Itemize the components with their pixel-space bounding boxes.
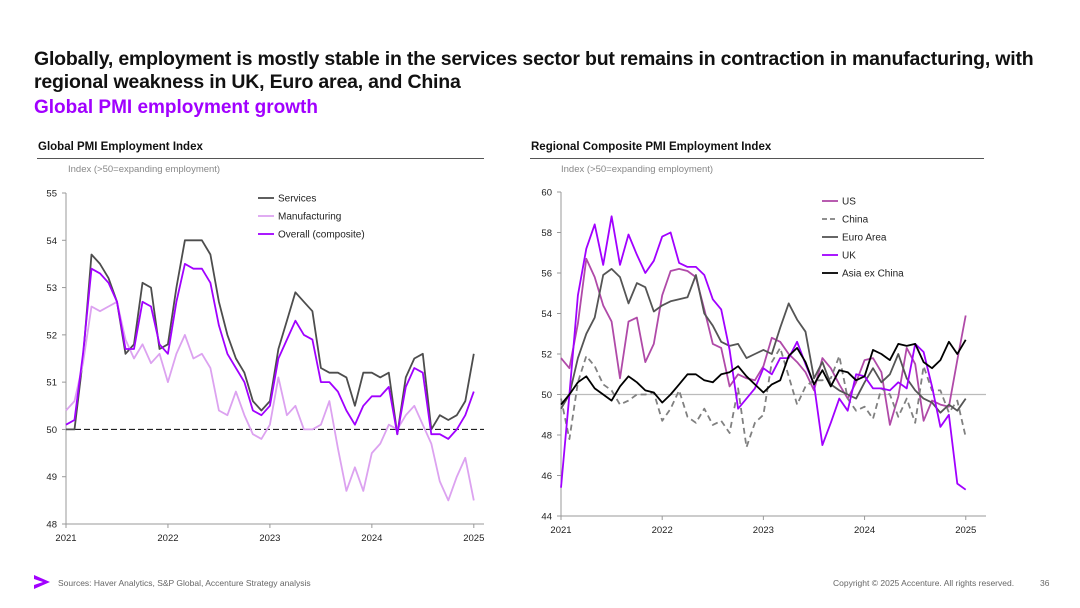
accenture-logo-icon xyxy=(34,575,50,589)
panel-divider-global xyxy=(37,158,484,159)
legend-label: China xyxy=(842,215,869,226)
y-tick-label: 49 xyxy=(46,472,57,483)
series-line-china xyxy=(560,346,967,449)
y-tick-label: 44 xyxy=(541,512,552,523)
x-tick-label: 2024 xyxy=(854,525,875,536)
y-tick-label: 48 xyxy=(46,520,57,531)
legend-label: UK xyxy=(842,251,856,262)
x-tick-label: 2023 xyxy=(753,525,774,536)
x-tick-label: 2025 xyxy=(955,525,976,536)
series-line-uk xyxy=(560,215,967,491)
y-tick-label: 54 xyxy=(541,309,552,320)
legend-label: Asia ex China xyxy=(842,269,904,280)
y-tick-label: 51 xyxy=(46,378,57,389)
y-tick-label: 58 xyxy=(541,228,552,239)
page-title: Globally, employment is mostly stable in… xyxy=(34,48,1034,93)
y-tick-label: 56 xyxy=(541,269,552,280)
legend-label: US xyxy=(842,197,856,208)
y-tick-label: 52 xyxy=(541,350,552,361)
y-tick-label: 50 xyxy=(541,390,552,401)
x-tick-label: 2025 xyxy=(463,533,484,544)
y-tick-label: 55 xyxy=(46,189,57,200)
chart-unit-regional: Index (>50=expanding employment) xyxy=(561,164,714,175)
page-number: 36 xyxy=(1040,578,1050,588)
footer-copyright: Copyright © 2025 Accenture. All rights r… xyxy=(833,578,1015,588)
y-tick-label: 60 xyxy=(541,188,552,199)
legend-label: Services xyxy=(278,194,316,205)
y-tick-label: 46 xyxy=(541,471,552,482)
y-tick-label: 53 xyxy=(46,283,57,294)
chart-title-regional: Regional Composite PMI Employment Index xyxy=(531,141,772,153)
y-tick-label: 52 xyxy=(46,330,57,341)
legend-label: Manufacturing xyxy=(278,212,341,223)
series-line-manufacturing xyxy=(65,300,475,502)
footer-sources: Sources: Haver Analytics, S&P Global, Ac… xyxy=(58,578,311,588)
chart-title-global: Global PMI Employment Index xyxy=(38,141,203,153)
x-tick-label: 2023 xyxy=(259,533,280,544)
series-line-overall-composite- xyxy=(65,262,475,440)
page-subtitle: Global PMI employment growth xyxy=(34,97,318,118)
y-tick-label: 48 xyxy=(541,431,552,442)
series-line-euro-area xyxy=(560,267,967,414)
legend-label: Euro Area xyxy=(842,233,887,244)
chart-unit-global: Index (>50=expanding employment) xyxy=(68,164,221,175)
series-line-asia-ex-china xyxy=(560,339,967,406)
y-tick-label: 54 xyxy=(46,236,57,247)
panel-divider-regional xyxy=(530,158,984,159)
x-tick-label: 2022 xyxy=(652,525,673,536)
y-tick-label: 50 xyxy=(46,425,57,436)
x-tick-label: 2022 xyxy=(157,533,178,544)
x-tick-label: 2021 xyxy=(550,525,571,536)
legend-label: Overall (composite) xyxy=(278,230,365,241)
x-tick-label: 2024 xyxy=(361,533,382,544)
x-tick-label: 2021 xyxy=(55,533,76,544)
series-line-us xyxy=(560,257,967,426)
